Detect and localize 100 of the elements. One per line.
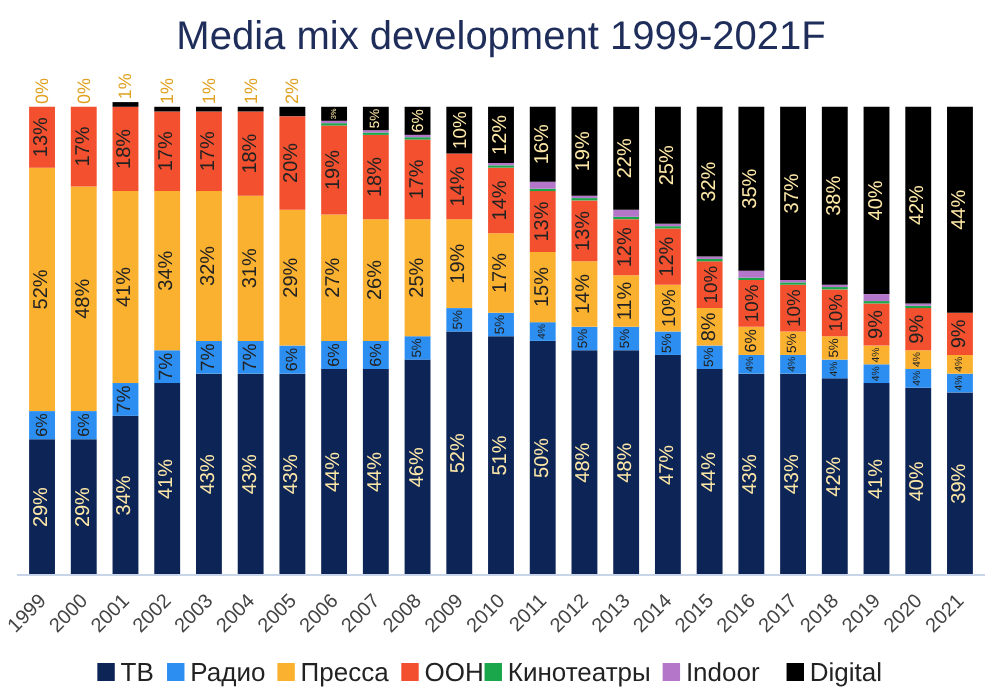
- bar: [571, 350, 598, 575]
- bar: [613, 350, 640, 575]
- data-label: 8%: [698, 312, 721, 342]
- data-label: 14%: [490, 180, 512, 221]
- data-label: 19%: [323, 149, 346, 191]
- bar: [362, 219, 389, 341]
- data-label: 19%: [448, 243, 471, 284]
- bar: [196, 191, 222, 341]
- data-label: 11%: [615, 281, 638, 321]
- data-label: 34%: [156, 250, 179, 291]
- legend-label: Радио: [190, 657, 266, 687]
- bar: [237, 195, 264, 341]
- bar: [404, 359, 431, 575]
- data-label: 41%: [865, 458, 888, 500]
- data-label: 9%: [948, 319, 971, 349]
- bar: [279, 209, 306, 346]
- data-label: 18%: [114, 128, 137, 169]
- bar: [696, 368, 723, 575]
- data-label: 7%: [156, 351, 179, 381]
- data-label: 13%: [573, 210, 596, 251]
- data-label: 26%: [364, 259, 387, 301]
- data-label: 6%: [742, 329, 761, 353]
- data-label: 13%: [531, 201, 554, 242]
- data-label: 6%: [74, 413, 93, 437]
- data-label: 16%: [531, 124, 554, 165]
- data-label: 6%: [325, 343, 344, 367]
- data-label: 42%: [907, 184, 930, 226]
- data-label: 10%: [823, 294, 846, 332]
- data-label: 44%: [323, 451, 346, 493]
- data-label: 19%: [573, 131, 596, 172]
- bar: [863, 106, 890, 295]
- data-label: 17%: [72, 126, 95, 167]
- data-label: 43%: [239, 454, 262, 495]
- bar: [321, 368, 348, 575]
- data-label: 51%: [490, 435, 512, 476]
- data-label: 9%: [907, 314, 930, 344]
- bar: [321, 214, 348, 341]
- data-label: 14%: [448, 166, 471, 207]
- bar: [112, 191, 139, 384]
- data-label: 1%: [240, 77, 261, 104]
- bar: [154, 383, 181, 575]
- data-label: 10%: [656, 289, 679, 327]
- data-label: 6%: [283, 347, 302, 372]
- data-label: 10%: [782, 289, 805, 327]
- data-label: 44%: [364, 451, 387, 493]
- bar: [696, 106, 723, 257]
- data-label: 48%: [72, 278, 95, 319]
- data-label: 27%: [323, 257, 346, 298]
- data-label: 52%: [448, 433, 471, 474]
- data-label: 6%: [408, 109, 427, 133]
- bar: [29, 439, 55, 575]
- data-label: 9%: [865, 309, 888, 339]
- legend-label: Пресса: [300, 657, 391, 687]
- data-label: 43%: [197, 454, 220, 495]
- data-label: 39%: [948, 463, 971, 504]
- bar: [738, 373, 765, 575]
- legend-label: ТВ: [120, 657, 154, 687]
- bar: [279, 106, 306, 117]
- data-label: 17%: [156, 131, 179, 172]
- data-label: 17%: [197, 131, 220, 172]
- data-label: 37%: [782, 173, 805, 214]
- bar: [947, 106, 973, 313]
- data-label: 6%: [366, 343, 385, 367]
- data-label: 10%: [740, 284, 763, 323]
- data-label: 25%: [406, 257, 429, 298]
- data-label: 44%: [698, 451, 721, 493]
- data-label: 1%: [157, 77, 178, 104]
- data-label: 29%: [31, 486, 54, 528]
- data-label: 40%: [907, 461, 930, 502]
- bar: [613, 209, 640, 217]
- data-label: 47%: [656, 444, 679, 485]
- bar: [654, 354, 681, 575]
- data-label: 6%: [33, 413, 52, 437]
- data-label: 29%: [281, 257, 304, 298]
- bar: [780, 373, 806, 575]
- data-label: 17%: [406, 159, 429, 200]
- data-label: 20%: [281, 142, 304, 183]
- data-label: 13%: [31, 116, 54, 158]
- data-label: 43%: [281, 454, 304, 495]
- bar: [362, 368, 389, 575]
- bar: [780, 106, 806, 281]
- data-label: 0%: [32, 77, 53, 104]
- data-label: 15%: [531, 266, 554, 308]
- data-label: 42%: [823, 456, 846, 497]
- data-label: 10%: [698, 265, 721, 304]
- data-label: 52%: [31, 269, 54, 310]
- data-label: 14%: [573, 273, 596, 315]
- data-label: 35%: [740, 168, 763, 209]
- bar: [154, 191, 181, 351]
- bar: [738, 106, 765, 271]
- bar: [613, 106, 640, 210]
- bar: [237, 373, 264, 575]
- bar: [738, 270, 765, 278]
- data-label: 7%: [114, 384, 137, 414]
- bar: [70, 186, 97, 412]
- data-label: 7%: [197, 342, 220, 372]
- bar: [821, 106, 848, 285]
- bar: [488, 336, 514, 575]
- data-label: 12%: [615, 227, 638, 268]
- bar: [70, 439, 97, 575]
